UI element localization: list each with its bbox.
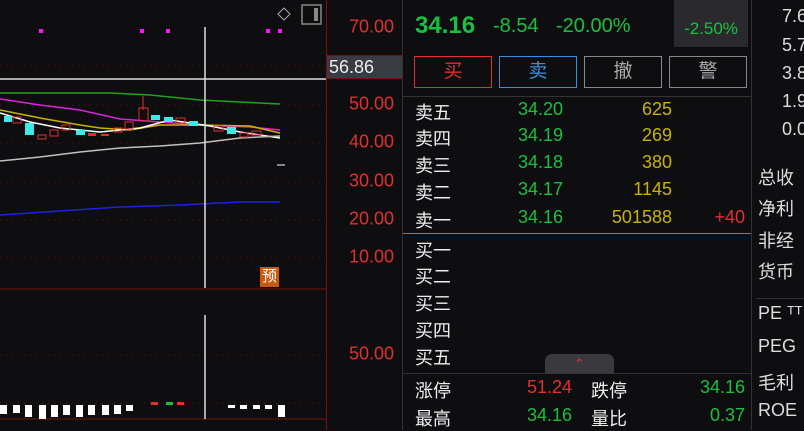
axis-label: 70.00 [348, 16, 394, 37]
buy-order-row[interactable]: 买一 [415, 237, 745, 263]
scale-number: 5.7 [782, 35, 804, 55]
level-label: 买四 [415, 321, 451, 341]
sell-button[interactable]: 卖 [499, 56, 577, 88]
level-label: 卖二 [415, 183, 451, 203]
fin-label: 总收 [758, 168, 794, 188]
order-volume: 269 [641, 125, 672, 145]
ma-line-60 [0, 92, 281, 105]
cancel-button[interactable]: 撤 [584, 56, 662, 88]
scale-number: 3.8 [782, 63, 804, 83]
volume-bars [0, 402, 285, 419]
forecast-badge: 预 [260, 267, 279, 287]
panel-toggle-icon[interactable] [301, 4, 322, 25]
order-volume: 501588 [611, 207, 672, 227]
sell-order-row[interactable]: 卖三 34.18 380 [415, 152, 745, 178]
chevron-up-icon: ⌃ [574, 356, 585, 371]
order-price: 34.19 [518, 125, 564, 145]
sell-order-row[interactable]: 卖一 34.16 501588 +40 [415, 207, 745, 233]
stats-row: 最高 34.16 量比 0.37 [415, 405, 745, 431]
ma-line-120 [0, 135, 281, 162]
stat-value: 51.24 [526, 377, 572, 397]
order-price: 34.16 [518, 207, 564, 227]
axis-label: 30.00 [348, 170, 394, 191]
kline-chart[interactable] [0, 0, 326, 430]
axis-label: 20.00 [348, 208, 394, 229]
bid-ask-divider [403, 233, 751, 234]
stat-value: 34.16 [699, 377, 745, 397]
scale-number: 1.9 [782, 91, 804, 111]
ratio-label: ROE [758, 400, 798, 420]
ratio-label: 毛利 [758, 373, 794, 393]
buy-order-row[interactable]: 买四 [415, 317, 745, 343]
price-change: -8.54 [493, 15, 539, 37]
stats-row: 涨停 51.24 跌停 34.16 [415, 377, 745, 403]
stat-label: 跌停 [591, 381, 627, 401]
expand-button[interactable]: ⌃ [545, 354, 614, 373]
stat-value: 0.37 [709, 405, 745, 425]
stat-label: 最高 [415, 409, 451, 429]
fin-label: 非经 [758, 231, 794, 251]
fin-label: 净利 [758, 199, 794, 219]
sell-order-row[interactable]: 卖四 34.19 269 [415, 125, 745, 151]
stat-value: 34.16 [526, 405, 572, 425]
side-info-column: 7.6 5.7 3.8 1.9 0.0 总收 净利 非经 货币 PE ᵀᵀ PE… [752, 0, 804, 430]
axis-label: 50.00 [348, 93, 394, 114]
axis-label: 40.00 [348, 131, 394, 152]
order-price: 34.20 [518, 99, 564, 119]
ma-line-250 [0, 201, 280, 216]
sell-order-row[interactable]: 卖二 34.17 1145 [415, 179, 745, 205]
quote-panel: 34.16 -8.54 -20.00% -2.50% 买 卖 撤 警 卖五 34.… [402, 0, 752, 430]
level-label: 卖五 [415, 103, 451, 123]
order-price: 34.17 [518, 179, 564, 199]
side-pct: -2.50% [674, 0, 748, 47]
buy-order-row[interactable]: 买三 [415, 290, 745, 316]
buy-order-row[interactable]: 买二 [415, 263, 745, 289]
order-volume: 380 [641, 152, 672, 172]
stat-label: 量比 [591, 409, 627, 429]
scale-number: 0.0 [782, 119, 804, 139]
buy-button[interactable]: 买 [414, 56, 492, 88]
axis-label: 10.00 [348, 246, 394, 267]
price-change-pct: -20.00% [556, 15, 631, 37]
price-axis: 70.00 50.00 40.00 30.00 20.00 10.00 50.0… [326, 0, 402, 430]
diamond-icon[interactable] [277, 7, 291, 21]
level-label: 卖三 [415, 156, 451, 176]
buy-order-row[interactable]: 买五 [415, 344, 745, 370]
sell-order-row[interactable]: 卖五 34.20 625 [415, 99, 745, 125]
level-label: 卖四 [415, 129, 451, 149]
level-label: 买五 [415, 348, 451, 368]
level-label: 买一 [415, 241, 451, 261]
ratio-label: PE ᵀᵀ [758, 303, 803, 323]
order-volume: 625 [641, 99, 672, 119]
stat-label: 涨停 [415, 381, 451, 401]
last-price: 34.16 [415, 12, 476, 39]
crosshair-price-label: 56.86 [327, 55, 402, 79]
volume-axis-label: 50.00 [348, 343, 394, 364]
signal-markers [39, 29, 282, 33]
scale-number: 7.6 [782, 6, 804, 26]
alert-button[interactable]: 警 [669, 56, 747, 88]
order-delta: +40 [714, 207, 745, 227]
level-label: 卖一 [415, 211, 451, 231]
fin-label: 货币 [758, 262, 794, 282]
candles [4, 96, 285, 166]
level-label: 买二 [415, 267, 451, 287]
ma-line-10 [0, 109, 281, 134]
ratio-label: PEG [758, 336, 797, 356]
order-price: 34.18 [518, 152, 564, 172]
level-label: 买三 [415, 294, 451, 314]
order-volume: 1145 [633, 179, 672, 199]
